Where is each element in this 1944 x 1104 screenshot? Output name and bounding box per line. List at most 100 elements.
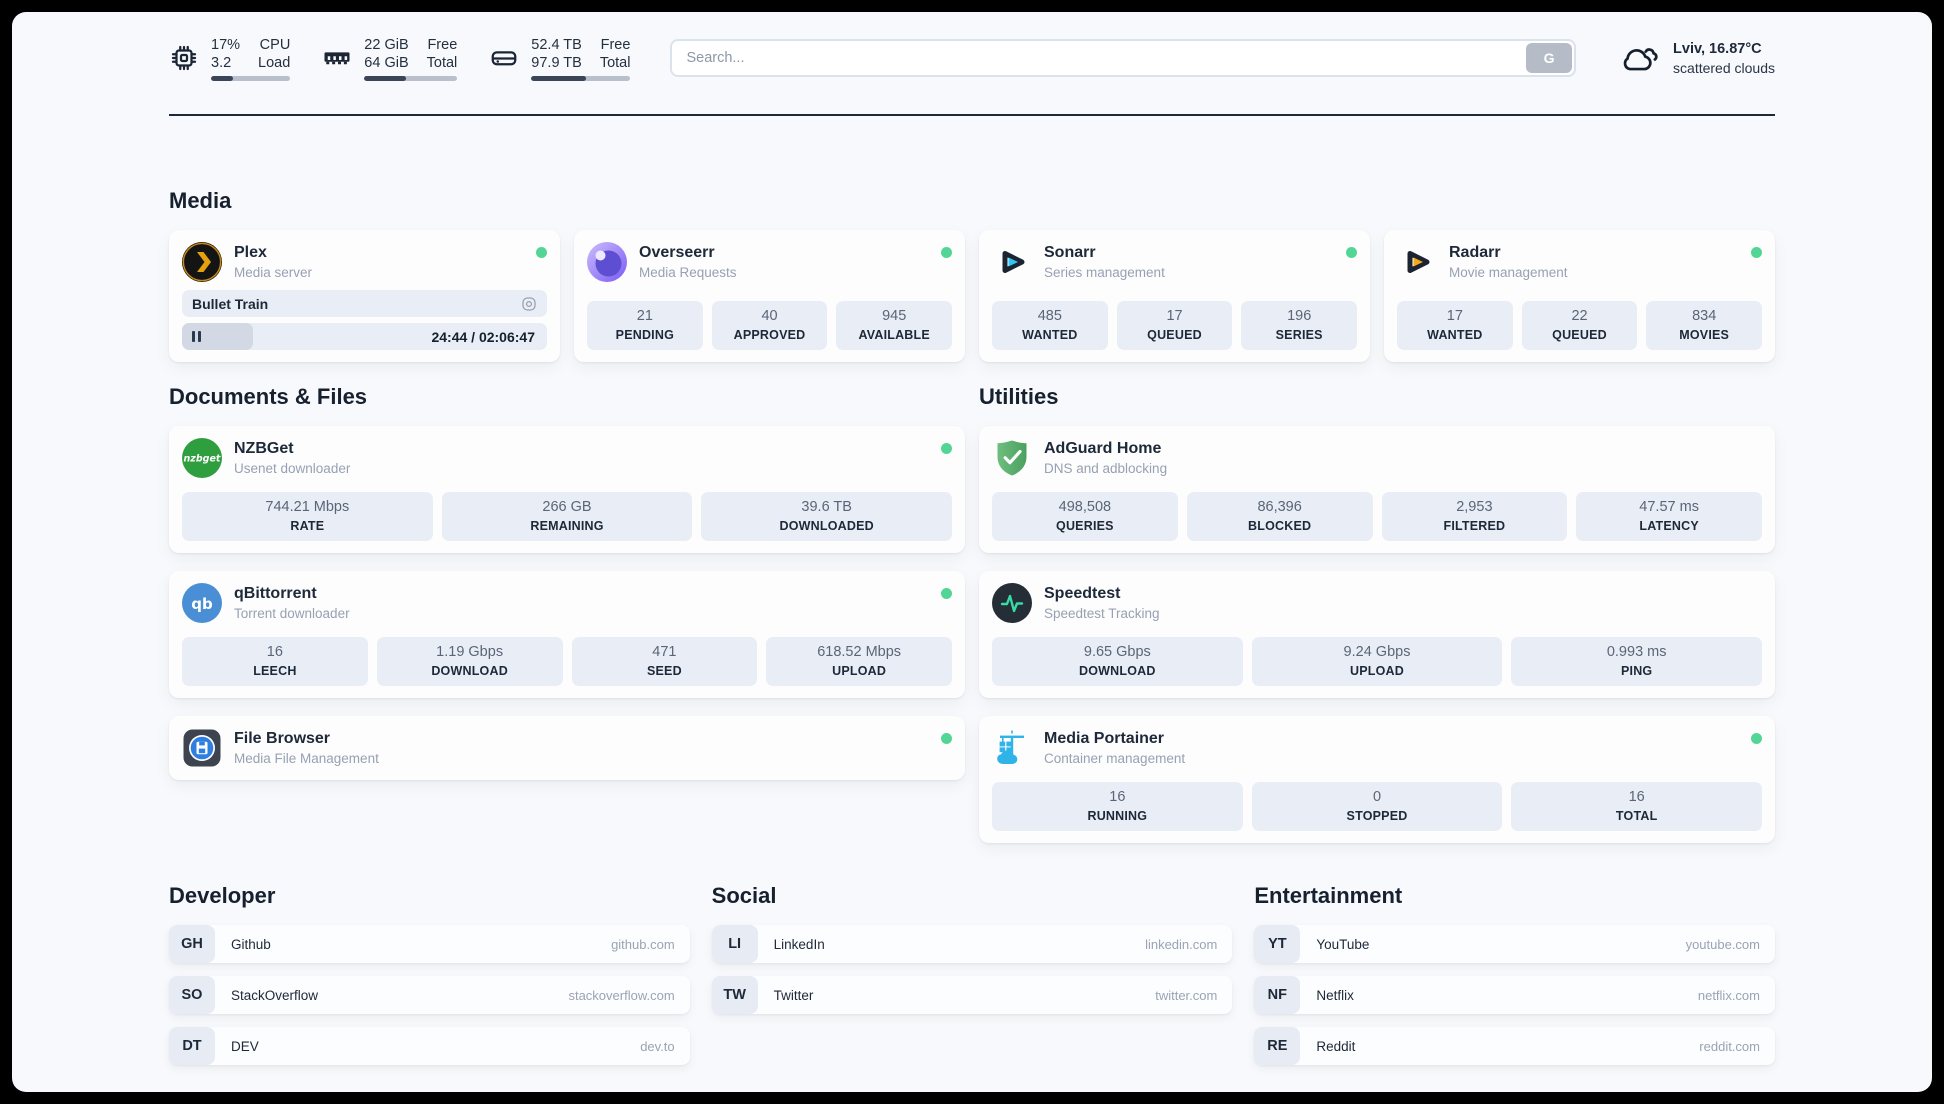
stat-value: 485 xyxy=(1037,308,1062,324)
bookmark-youtube[interactable]: YT YouTube youtube.com xyxy=(1254,925,1775,963)
stat-block: 16 RUNNING xyxy=(992,782,1243,831)
stat-block: 21 PENDING xyxy=(587,301,703,350)
stat-label: SEED xyxy=(646,664,682,678)
bookmark-domain: youtube.com xyxy=(1685,936,1760,952)
service-link-radarr[interactable]: Radarr Movie management xyxy=(1397,242,1762,282)
resource-value: 52.4 TB xyxy=(531,36,582,53)
stat-label: PENDING xyxy=(615,328,675,342)
bookmark-group-developer: Developer GH Github github.com SO StackO… xyxy=(169,883,690,1065)
search-provider-button[interactable]: G xyxy=(1526,43,1573,73)
stat-block: 945 AVAILABLE xyxy=(836,301,953,350)
resource-value: 3.2 xyxy=(211,54,232,71)
stat-value: 2,953 xyxy=(1456,499,1493,515)
service-link-speedtest[interactable]: Speedtest Speedtest Tracking xyxy=(992,583,1762,623)
resource-label: Free xyxy=(427,36,458,53)
status-online-dot xyxy=(1751,247,1762,258)
disk-usage-bar xyxy=(531,75,631,81)
bookmark-domain: linkedin.com xyxy=(1145,936,1218,952)
section-title-developer: Developer xyxy=(169,883,276,908)
bookmark-abbr: NF xyxy=(1254,976,1301,1014)
stat-label: DOWNLOADED xyxy=(779,519,874,533)
service-card-speedtest: Speedtest Speedtest Tracking 9.65 Gbps D… xyxy=(979,571,1775,698)
bookmark-twitter[interactable]: TW Twitter twitter.com xyxy=(711,976,1233,1014)
speedtest-icon xyxy=(992,583,1032,623)
stat-value: 17 xyxy=(1166,308,1183,324)
bookmark-name: Netflix xyxy=(1316,987,1354,1003)
stat-block: 9.24 Gbps UPLOAD xyxy=(1251,637,1503,686)
stat-block: 618.52 Mbps UPLOAD xyxy=(766,637,952,686)
bookmark-domain: reddit.com xyxy=(1699,1038,1760,1054)
weather-condition: scattered clouds xyxy=(1673,59,1775,76)
section-title-documents: Documents & Files xyxy=(169,384,368,409)
stat-block: 744.21 Mbps RATE xyxy=(182,492,433,541)
stat-value: 16 xyxy=(1109,789,1126,805)
bookmark-name: YouTube xyxy=(1316,936,1370,952)
utilities-column: Utilities xyxy=(979,384,1775,843)
bookmark-dev[interactable]: DT DEV dev.to xyxy=(169,1027,690,1065)
resource-value: 64 GiB xyxy=(364,54,409,71)
stat-value: 16 xyxy=(1628,789,1645,805)
stat-value: 618.52 Mbps xyxy=(817,644,902,660)
stat-label: WANTED xyxy=(1427,328,1483,342)
service-description: Speedtest Tracking xyxy=(1044,606,1160,621)
disk-icon xyxy=(489,43,519,73)
stat-block: 47.57 ms LATENCY xyxy=(1576,492,1762,541)
service-stats: 9.65 Gbps DOWNLOAD 9.24 Gbps UPLOAD 0.99… xyxy=(992,623,1763,686)
stat-block: 2,953 FILTERED xyxy=(1381,492,1568,541)
bookmark-abbr: GH xyxy=(169,925,215,963)
stat-value: 834 xyxy=(1692,308,1717,324)
stat-block: 86,396 BLOCKED xyxy=(1186,492,1373,541)
service-link-overseerr[interactable]: Overseerr Media Requests xyxy=(587,242,952,282)
stat-value: 16 xyxy=(266,644,283,660)
stat-label: APPROVED xyxy=(733,328,806,342)
service-link-sonarr[interactable]: Sonarr Series management xyxy=(992,242,1357,282)
service-link-plex[interactable]: Plex Media server xyxy=(182,242,547,282)
service-link-portainer[interactable]: Media Portainer Container management xyxy=(992,728,1762,768)
bookmark-reddit[interactable]: RE Reddit reddit.com xyxy=(1254,1027,1775,1065)
weather-widget: Lviv, 16.87°C scattered clouds xyxy=(1618,40,1775,77)
section-title-entertainment: Entertainment xyxy=(1254,883,1403,908)
bookmark-linkedin[interactable]: LI LinkedIn linkedin.com xyxy=(711,925,1233,963)
status-online-dot xyxy=(941,588,952,599)
now-playing-title: Bullet Train xyxy=(192,295,269,312)
search-input[interactable] xyxy=(670,39,1577,77)
stat-block: 17 WANTED xyxy=(1397,301,1513,350)
portainer-icon xyxy=(992,728,1032,768)
service-card-filebrowser: File Browser Media File Management xyxy=(169,716,965,780)
service-description: Movie management xyxy=(1449,265,1568,280)
stat-value: 744.21 Mbps xyxy=(265,499,350,515)
stat-value: 0.993 ms xyxy=(1606,644,1667,660)
resource-label: Total xyxy=(426,54,458,71)
stat-block: 471 SEED xyxy=(571,637,758,686)
bookmark-netflix[interactable]: NF Netflix netflix.com xyxy=(1254,976,1775,1014)
service-link-filebrowser[interactable]: File Browser Media File Management xyxy=(182,728,952,768)
service-stats: 21 PENDING 40 APPROVED 945 AVAILABLE xyxy=(587,287,953,350)
stat-label: WANTED xyxy=(1022,328,1078,342)
service-link-qbittorrent[interactable]: qb qBittorrent Torrent downloader xyxy=(182,583,952,623)
service-name: Media Portainer xyxy=(1044,730,1165,747)
stat-block: 39.6 TB DOWNLOADED xyxy=(701,492,953,541)
stat-block: 0 STOPPED xyxy=(1251,782,1503,831)
header-divider xyxy=(169,114,1775,116)
service-link-adguard[interactable]: AdGuard Home DNS and adblocking xyxy=(992,438,1762,478)
stat-block: 1.19 Gbps DOWNLOAD xyxy=(376,637,563,686)
resource-label: Total xyxy=(599,54,631,71)
bookmark-github[interactable]: GH Github github.com xyxy=(169,925,690,963)
service-link-nzbget[interactable]: nzbget NZBGet Usenet downloader xyxy=(182,438,952,478)
status-online-dot xyxy=(941,247,952,258)
svg-text:nzbget: nzbget xyxy=(184,454,221,465)
resource-value: 97.9 TB xyxy=(531,54,582,71)
status-online-dot xyxy=(1346,247,1357,258)
stat-label: UPLOAD xyxy=(1350,664,1404,678)
adguard-icon xyxy=(992,438,1032,478)
stat-value: 39.6 TB xyxy=(801,499,852,515)
cpu-usage-bar xyxy=(211,75,291,81)
resource-label: Free xyxy=(600,36,631,53)
service-card-portainer: Media Portainer Container management 16 … xyxy=(979,716,1775,843)
stat-value: 1.19 Gbps xyxy=(436,644,504,660)
stat-label: QUEUED xyxy=(1552,328,1607,342)
service-card-overseerr: Overseerr Media Requests 21 PENDING 40 A… xyxy=(574,230,965,362)
bookmark-stackoverflow[interactable]: SO StackOverflow stackoverflow.com xyxy=(169,976,690,1014)
stat-label: AVAILABLE xyxy=(858,328,930,342)
playback-time: 24:44 / 02:06:47 xyxy=(431,328,535,345)
